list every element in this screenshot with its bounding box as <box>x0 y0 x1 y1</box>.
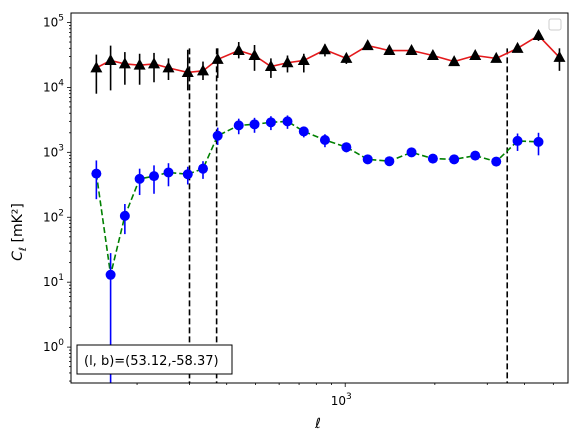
axes: 100 101 102 103 104 105 103 <box>43 13 554 408</box>
series-2-point <box>384 156 395 167</box>
series-2-point <box>282 116 293 127</box>
y-tick-label: 102 <box>43 208 64 224</box>
series-1-point <box>340 51 353 63</box>
series-2-point <box>149 171 160 182</box>
series-1-point <box>264 59 277 71</box>
series-2-point <box>470 150 481 161</box>
series-1-point <box>281 56 294 68</box>
series-1-point <box>448 55 461 67</box>
series-1-point <box>318 43 331 55</box>
series-2-point <box>119 210 130 221</box>
series-2-point <box>182 169 193 180</box>
series-1-point <box>133 58 146 70</box>
series-2-point <box>233 120 244 131</box>
series-1-point <box>211 52 224 64</box>
series-1-point <box>248 49 261 61</box>
series-1-point <box>162 61 175 73</box>
series-1-point <box>511 41 524 53</box>
series-2-point <box>449 154 460 165</box>
series-2-point <box>163 167 174 178</box>
series-2-line <box>95 120 539 275</box>
y-tick-label: 104 <box>43 78 64 94</box>
series-2-point <box>105 269 116 280</box>
series-1-point <box>232 44 245 56</box>
series-1-point <box>181 65 194 77</box>
series-1-point <box>297 53 310 65</box>
series-2-point <box>249 119 260 130</box>
series-2-point <box>341 142 352 153</box>
y-tick-label: 100 <box>43 338 64 354</box>
series-1-point <box>490 51 503 63</box>
annotation-box: (l, b)=(53.12,-58.37) <box>76 344 233 375</box>
series-2-point <box>91 168 102 179</box>
series-1-point <box>532 29 545 41</box>
x-tick-label: 103 <box>331 392 352 408</box>
series-2-point <box>197 163 208 174</box>
series-1-point <box>426 49 439 61</box>
y-tick-label: 103 <box>43 143 64 159</box>
series-1-point <box>383 44 396 56</box>
plot-frame <box>70 12 569 384</box>
series-1-point <box>148 57 161 69</box>
series-1-point <box>118 57 131 69</box>
series-2-point <box>265 117 276 128</box>
series-2-point <box>319 134 330 145</box>
series-1-point <box>90 61 103 73</box>
series-1-point <box>196 64 209 76</box>
series-2-point <box>406 147 417 158</box>
series-2-point <box>362 154 373 165</box>
series-2-point <box>491 156 502 167</box>
series-2-point <box>298 126 309 137</box>
series-2-point <box>512 135 523 146</box>
series-2-point <box>212 130 223 141</box>
series-1-point <box>361 39 374 51</box>
series-2-point <box>427 153 438 164</box>
series-2-point <box>134 173 145 184</box>
plot-area <box>90 29 566 383</box>
series-1-point <box>553 50 566 62</box>
series-1-point <box>405 44 418 56</box>
annotation-text: (l, b)=(53.12,-58.37) <box>84 354 219 369</box>
x-axis-label: ℓ <box>314 416 321 432</box>
series-1-point <box>469 49 482 61</box>
series-2-point <box>533 136 544 147</box>
y-tick-label: 105 <box>43 13 64 29</box>
y-tick-label: 101 <box>43 273 64 289</box>
series-1-point <box>104 53 117 65</box>
legend-box <box>548 18 562 31</box>
y-axis-label: Cℓ [mK²] <box>10 203 29 261</box>
